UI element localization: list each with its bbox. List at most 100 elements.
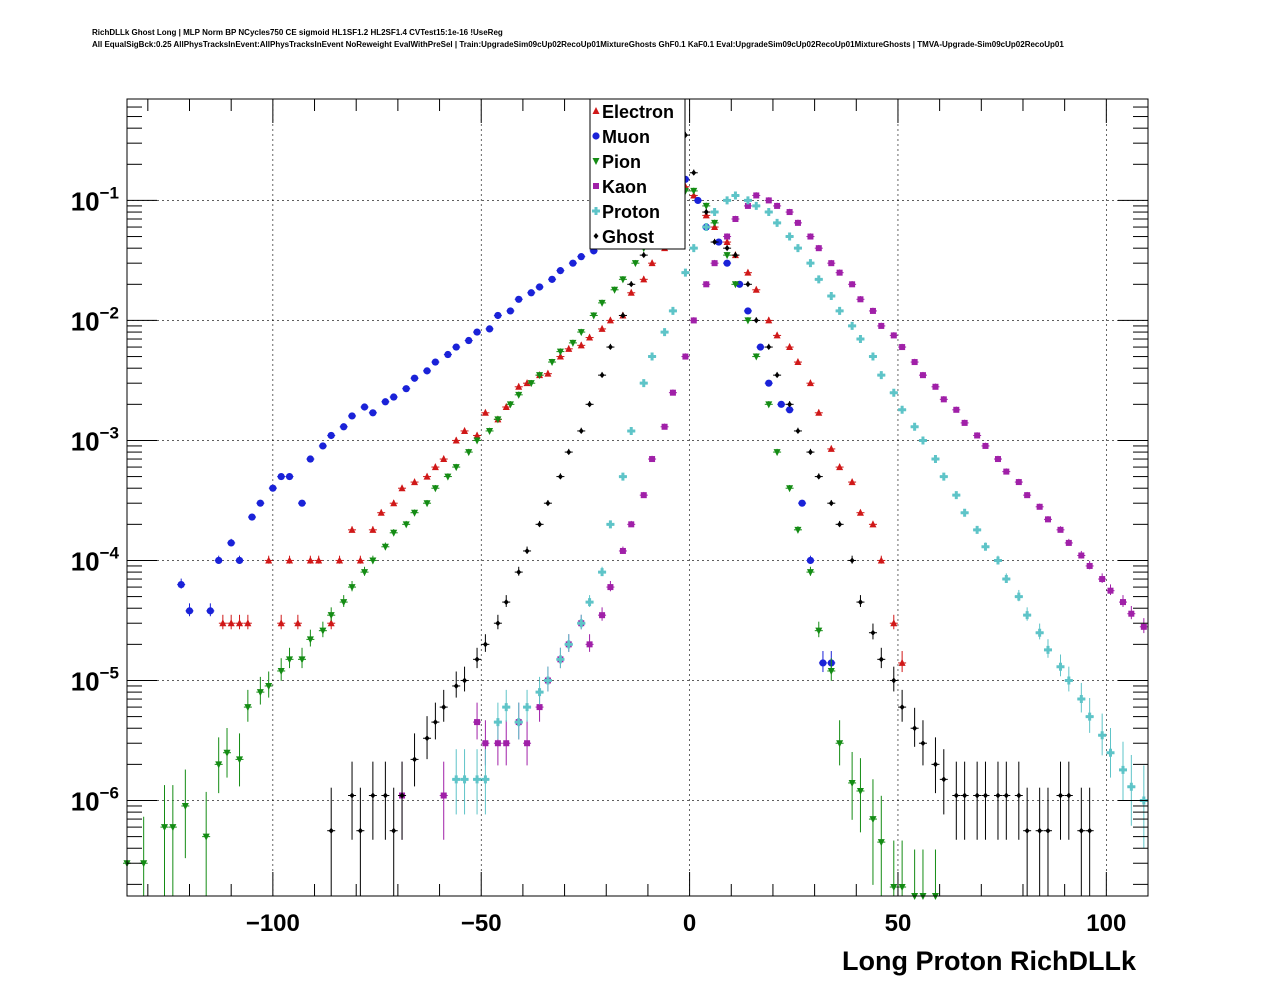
data-point xyxy=(441,704,447,711)
data-point xyxy=(319,627,327,635)
data-point xyxy=(327,619,335,627)
data-point xyxy=(486,427,494,435)
data-point xyxy=(515,391,523,399)
data-point xyxy=(743,196,752,205)
data-point xyxy=(669,389,676,396)
series-electron xyxy=(218,182,907,673)
data-point xyxy=(1107,587,1114,594)
data-point xyxy=(898,658,906,666)
data-point xyxy=(911,359,918,366)
data-point xyxy=(361,569,369,577)
data-point xyxy=(710,208,719,217)
data-point xyxy=(556,352,564,360)
data-point xyxy=(756,343,765,351)
data-point xyxy=(786,406,794,414)
series-kaon xyxy=(398,192,1148,840)
data-point xyxy=(962,792,968,799)
data-point xyxy=(1057,526,1064,533)
data-point xyxy=(869,307,876,314)
data-point xyxy=(453,682,459,689)
x-tick-label: −100 xyxy=(246,910,300,937)
data-point xyxy=(181,802,189,810)
data-point xyxy=(877,556,885,564)
data-point xyxy=(806,259,815,268)
data-point xyxy=(424,735,430,742)
data-point xyxy=(640,492,647,499)
data-point xyxy=(953,792,959,799)
data-point xyxy=(586,641,593,648)
data-point xyxy=(444,473,452,481)
data-point xyxy=(557,473,563,480)
data-point xyxy=(516,569,522,576)
data-point xyxy=(849,281,856,288)
data-point xyxy=(619,276,627,284)
data-point xyxy=(648,352,657,361)
data-point xyxy=(827,667,835,675)
data-point xyxy=(493,718,502,727)
data-point xyxy=(1119,599,1126,606)
data-point xyxy=(766,344,772,351)
data-point xyxy=(227,539,235,547)
data-point xyxy=(827,444,835,452)
data-point xyxy=(236,619,244,627)
data-point xyxy=(474,719,481,726)
data-point xyxy=(827,291,836,300)
data-point xyxy=(390,393,398,401)
data-point xyxy=(631,260,639,268)
data-point xyxy=(599,612,606,619)
legend-marker-pion xyxy=(592,158,600,165)
data-point xyxy=(640,275,648,283)
x-tick-label: 50 xyxy=(885,910,912,937)
data-point xyxy=(981,542,990,551)
data-point xyxy=(974,792,980,799)
data-point xyxy=(815,627,823,635)
data-point xyxy=(432,719,438,726)
data-point xyxy=(495,620,501,627)
data-point xyxy=(1127,782,1136,791)
data-point xyxy=(837,521,843,528)
data-point xyxy=(462,677,468,684)
data-point xyxy=(569,259,577,267)
data-point xyxy=(723,238,731,246)
data-point xyxy=(868,352,877,361)
data-point xyxy=(265,556,273,564)
data-point xyxy=(877,371,886,380)
data-point xyxy=(715,238,723,246)
data-point xyxy=(556,348,564,356)
data-point xyxy=(460,775,469,784)
data-point xyxy=(461,426,469,434)
data-point xyxy=(919,372,926,379)
data-point xyxy=(348,412,356,420)
data-point xyxy=(731,281,739,289)
data-point xyxy=(891,677,897,684)
data-point xyxy=(444,350,452,359)
data-point xyxy=(1098,731,1107,740)
data-point xyxy=(548,359,556,367)
data-point xyxy=(370,792,376,799)
data-point xyxy=(744,317,752,325)
x-tick-label: 100 xyxy=(1086,910,1126,937)
data-point xyxy=(527,289,535,297)
data-point xyxy=(248,513,256,521)
data-point xyxy=(982,442,989,449)
data-point xyxy=(815,245,822,252)
data-point xyxy=(537,521,543,528)
data-point xyxy=(256,499,264,507)
data-point xyxy=(1064,676,1073,685)
data-point xyxy=(627,288,635,296)
data-point xyxy=(807,233,814,240)
data-point xyxy=(398,484,406,492)
data-point xyxy=(294,619,302,627)
data-point xyxy=(277,667,285,675)
data-point xyxy=(703,281,710,288)
data-point xyxy=(1036,503,1043,510)
data-point xyxy=(1140,623,1147,630)
data-point xyxy=(140,860,148,868)
data-point xyxy=(785,232,794,241)
data-point xyxy=(619,547,626,554)
data-point xyxy=(606,316,614,324)
data-point xyxy=(835,306,844,315)
data-point xyxy=(348,584,356,592)
data-point xyxy=(982,792,988,799)
data-point xyxy=(931,455,940,464)
